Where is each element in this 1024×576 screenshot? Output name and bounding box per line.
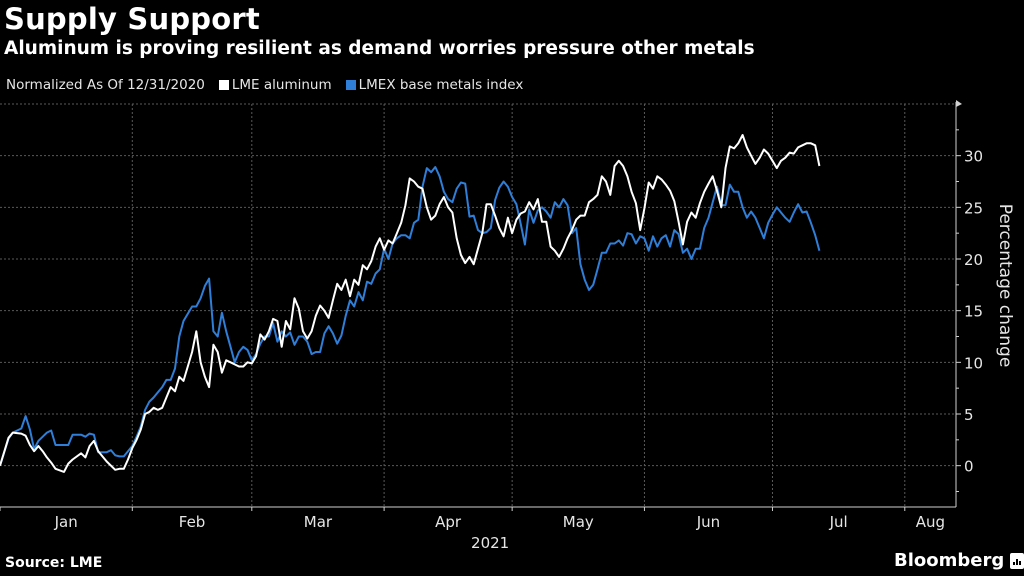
y-axis-title: Percentage change [995, 204, 1015, 368]
chart-subtitle: Aluminum is proving resilient as demand … [4, 38, 755, 59]
y-tick-label: 10 [964, 354, 983, 372]
series-line-lmex-base-metals-index [0, 166, 821, 467]
legend-item-lmex-index: LMEX base metals index [345, 77, 524, 93]
gridlines [0, 103, 956, 507]
y-tick-label: 20 [964, 251, 983, 269]
y-tick-label: 5 [964, 406, 974, 424]
y-tick-label: 25 [964, 199, 983, 217]
brand-name: Bloomberg [894, 550, 1005, 571]
series-lines [0, 134, 821, 473]
bloomberg-brand: Bloomberg [894, 550, 1024, 571]
legend: Normalized As Of 12/31/2020 LME aluminum… [6, 77, 523, 93]
year-label: 2021 [471, 534, 509, 552]
x-tick-label: May [563, 513, 594, 531]
chart-title: Supply Support [4, 2, 260, 36]
y-tick-label: 0 [964, 458, 974, 476]
axes [0, 100, 962, 511]
legend-swatch-white [218, 80, 229, 90]
x-tick-label: Jul [829, 513, 848, 531]
source-note: Source: LME [5, 555, 103, 571]
x-tick-label: Jun [696, 513, 720, 531]
x-tick-label: Aug [916, 513, 945, 531]
y-tick-label: 15 [964, 303, 983, 321]
series-line-lme-aluminum [0, 134, 821, 473]
x-tick-label: Feb [179, 513, 206, 531]
bloomberg-logo-icon [1010, 552, 1024, 569]
legend-label: LME aluminum [231, 77, 332, 93]
legend-swatch-blue [345, 80, 356, 90]
x-tick-label: Jan [54, 513, 78, 531]
x-tick-label: Mar [304, 513, 333, 531]
legend-label: LMEX base metals index [358, 77, 524, 93]
legend-note: Normalized As Of 12/31/2020 [6, 77, 205, 93]
x-tick-label: Apr [435, 513, 462, 531]
legend-item-lme-aluminum: LME aluminum [218, 77, 332, 93]
y-tick-label: 30 [964, 148, 983, 166]
axis-labels: 0 5 10 15 20 25 30 Jan Feb Mar Apr May Jun Jul Aug 2021… [54, 148, 1015, 552]
